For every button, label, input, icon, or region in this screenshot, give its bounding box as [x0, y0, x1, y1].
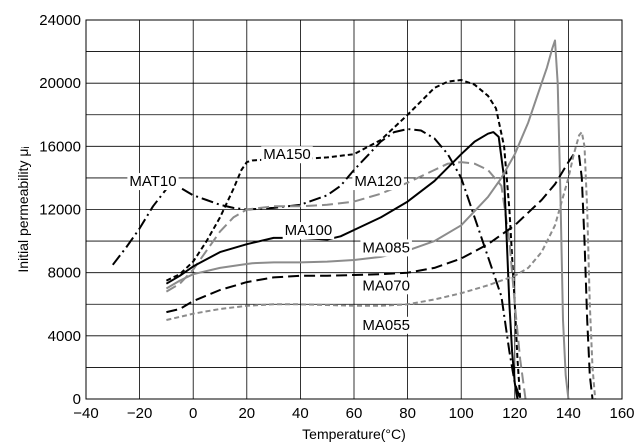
x-axis-title: Temperature(°C)	[302, 426, 406, 442]
y-tick-label: 4000	[48, 328, 81, 345]
series-line-ma070	[166, 153, 594, 400]
grid-lines	[85, 19, 623, 400]
y-tick-label: 20000	[39, 75, 81, 92]
x-tick-label: 120	[502, 405, 527, 422]
series-label-background	[360, 239, 412, 257]
x-tick-label: −40	[73, 405, 98, 422]
y-tick-label: 24000	[39, 12, 81, 29]
x-tick-label: 160	[609, 405, 634, 422]
x-tick-label: 80	[399, 405, 416, 422]
y-tick-label: 8000	[48, 265, 81, 282]
series-line-ma055	[166, 131, 597, 400]
series-label-ma055: MA055	[362, 317, 410, 334]
y-tick-label: 16000	[39, 138, 81, 155]
y-axis-title: Initial permeability μᵢ	[15, 146, 31, 272]
series-line-ma120	[165, 161, 527, 400]
x-axis-ticks: −40 −20 0 20 40 60 80 100 120 140 160	[73, 405, 634, 422]
series-label-ma085: MA085	[362, 239, 410, 256]
y-axis-ticks: 0 4000 8000 12000 16000 20000 24000	[39, 12, 81, 408]
series-label-background	[127, 173, 179, 191]
series-label-mat10: MAT10	[129, 173, 176, 190]
x-tick-label: −20	[127, 405, 152, 422]
series-label-ma070: MA070	[362, 277, 410, 294]
x-tick-label: 0	[189, 405, 197, 422]
series-line-mat10	[112, 128, 522, 400]
series-label-ma150: MA150	[263, 146, 311, 163]
series-label-background	[360, 316, 412, 334]
series-line-ma100	[165, 131, 519, 400]
y-tick-label: 0	[73, 391, 81, 408]
series-label-background	[352, 173, 404, 191]
series-label-ma100: MA100	[285, 222, 333, 239]
series-label-background	[261, 146, 313, 164]
x-tick-label: 20	[238, 405, 255, 422]
x-tick-label: 60	[346, 405, 363, 422]
series-label-ma120: MA120	[354, 173, 402, 190]
x-tick-label: 140	[556, 405, 581, 422]
series-line-ma085	[165, 39, 570, 400]
series-labels: MAT10 MA150 MA120 MA100 MA085 MA070 MA055	[127, 146, 412, 334]
series-label-background	[282, 222, 335, 240]
series-line-ma150	[165, 79, 522, 400]
x-tick-label: 100	[449, 405, 474, 422]
x-tick-label: 40	[292, 405, 309, 422]
series-label-background	[360, 277, 412, 295]
y-tick-label: 12000	[39, 202, 81, 219]
plot-frame	[85, 19, 623, 400]
